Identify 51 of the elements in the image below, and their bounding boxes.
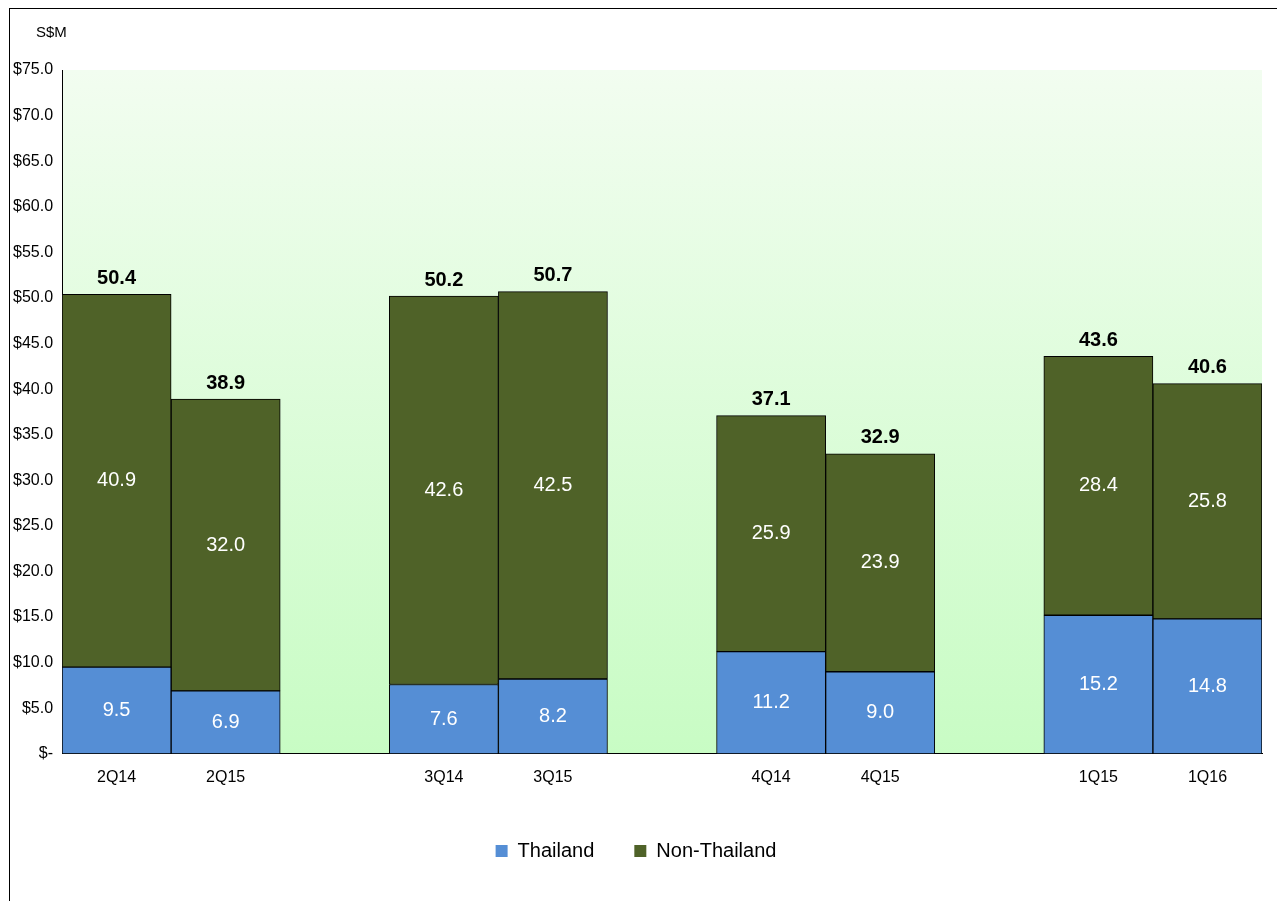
data-label: 42.5 <box>533 472 573 495</box>
data-label: 14.8 <box>1187 673 1227 696</box>
data-label: 23.9 <box>860 550 900 573</box>
y-tick-label: $5.0 <box>21 698 54 716</box>
x-tick-label: 3Q15 <box>533 767 573 785</box>
data-label: 25.9 <box>751 521 791 544</box>
x-tick-label: 1Q15 <box>1078 767 1119 785</box>
x-tick-label: 2Q14 <box>97 767 137 785</box>
total-label: 50.2 <box>424 267 464 290</box>
y-tick-label: $40.0 <box>12 379 54 397</box>
data-label: 42.6 <box>424 477 464 500</box>
x-tick-label: 3Q14 <box>424 767 464 785</box>
data-label: 32.0 <box>206 532 246 555</box>
y-tick-label: $45.0 <box>12 333 54 351</box>
y-tick-label: $- <box>38 744 54 762</box>
x-tick-label: 4Q14 <box>751 767 791 785</box>
data-label: 7.6 <box>429 706 458 729</box>
y-tick-label: $35.0 <box>12 425 54 443</box>
y-tick-label: $15.0 <box>12 607 54 625</box>
total-label: 50.7 <box>533 263 573 286</box>
y-tick-label: $25.0 <box>12 516 54 534</box>
data-label: 28.4 <box>1078 473 1118 496</box>
y-tick-label: $75.0 <box>12 60 54 78</box>
legend-label: Non-Thailand <box>656 838 777 861</box>
y-tick-label: $50.0 <box>12 288 54 306</box>
total-label: 37.1 <box>751 387 791 410</box>
total-label: 50.4 <box>97 265 137 288</box>
y-tick-label: $65.0 <box>12 151 54 169</box>
x-tick-label: 1Q16 <box>1187 767 1228 785</box>
y-tick-label: $10.0 <box>12 653 54 671</box>
legend-label: Thailand <box>517 838 595 861</box>
x-tick-label: 2Q15 <box>206 767 246 785</box>
data-label: 40.9 <box>97 468 137 491</box>
total-label: 40.6 <box>1187 355 1227 378</box>
y-tick-label: $55.0 <box>12 242 54 260</box>
data-label: 9.0 <box>866 700 895 723</box>
total-label: 32.9 <box>860 425 900 448</box>
data-label: 9.5 <box>102 698 131 721</box>
data-label: 25.8 <box>1187 488 1227 511</box>
y-tick-label: $60.0 <box>12 197 54 215</box>
y-tick-label: $20.0 <box>12 561 54 579</box>
total-label: 43.6 <box>1078 327 1118 350</box>
data-label: 6.9 <box>211 709 240 732</box>
x-tick-label: 4Q15 <box>860 767 900 785</box>
total-label: 38.9 <box>206 370 246 393</box>
data-label: 11.2 <box>752 690 790 713</box>
data-label: 15.2 <box>1078 672 1118 695</box>
y-axis-title: S$M <box>36 23 67 41</box>
y-tick-label: $30.0 <box>12 470 54 488</box>
data-label: 8.2 <box>539 703 567 726</box>
y-tick-label: $70.0 <box>12 105 54 123</box>
